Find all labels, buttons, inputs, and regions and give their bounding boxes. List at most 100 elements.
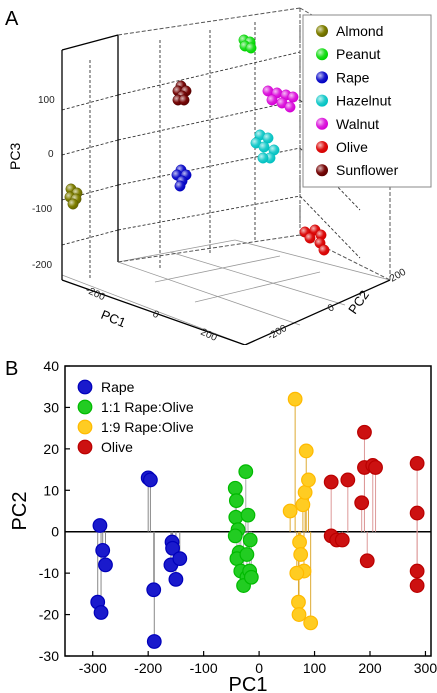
point-rape: [165, 540, 180, 556]
y-ticks: 200 0 -200: [266, 267, 408, 343]
legend-b: Rape 1:1 Rape:Olive 1:9 Rape:Olive Olive: [77, 379, 194, 455]
y-tick: 0: [326, 302, 337, 315]
legend-entry: Rape: [336, 69, 370, 85]
legend-entry: Olive: [336, 139, 368, 155]
point-peanut: [245, 42, 257, 54]
point-walnut: [266, 94, 278, 106]
point-1-9-rape-olive: [296, 563, 312, 579]
z-tick: 100: [38, 95, 55, 106]
legend-entry: 1:1 Rape:Olive: [101, 399, 194, 415]
z-tick: -100: [32, 204, 52, 215]
y-axis-label: PC2: [345, 287, 372, 316]
point-olive: [357, 460, 372, 475]
point-1-9-rape-olive: [293, 547, 309, 562]
legend-a: Almond Peanut Rape Hazelnut Walnut Olive Sunfl…: [302, 14, 432, 188]
y-tick-label: 20: [43, 441, 59, 457]
y-tick-label: 40: [43, 358, 59, 374]
x-tick-label: 100: [303, 660, 327, 676]
point-olive: [409, 563, 425, 579]
point-almond: [67, 198, 79, 210]
legend-entry: Olive: [101, 439, 133, 455]
x-tick-label: 200: [358, 660, 382, 676]
point-1-1-rape-olive: [242, 532, 258, 548]
y-tick-label: -20: [39, 607, 59, 623]
point-rape: [92, 518, 108, 533]
legend-marker: [316, 94, 328, 107]
point-rape: [140, 470, 156, 486]
legend-marker: [316, 71, 328, 84]
point-1-9-rape-olive: [303, 615, 319, 631]
legend-marker: [316, 25, 328, 37]
plot-frame: [64, 365, 432, 657]
y-tick: 200: [388, 267, 408, 285]
point-1-1-rape-olive: [233, 563, 249, 579]
legend-marker: [316, 117, 328, 130]
point-olive: [368, 460, 383, 475]
x-tick-label: 300: [414, 660, 437, 676]
point-olive: [354, 495, 370, 511]
point-1-1-rape-olive: [228, 493, 244, 509]
point-olive: [323, 474, 339, 490]
point-rape: [146, 582, 162, 598]
point-1-1-rape-olive: [228, 509, 244, 525]
z-tick: -200: [32, 260, 52, 271]
point-olive: [357, 424, 372, 440]
y-tick-label: 30: [43, 399, 59, 415]
legend-marker: [316, 141, 328, 153]
point-olive: [409, 455, 425, 471]
point-1-9-rape-olive: [287, 391, 303, 407]
point-olive: [318, 244, 330, 256]
y-tick-label: 10: [43, 482, 59, 498]
point-rape: [163, 557, 179, 573]
x-tick-label: 0: [255, 660, 263, 676]
y-ticks: -30 -20 -10 0 10 20 30 40: [39, 358, 70, 664]
point-rape: [174, 180, 186, 192]
point-1-9-rape-olive: [291, 607, 307, 622]
x-tick-label: -200: [134, 660, 162, 676]
y-tick-label: -10: [39, 565, 59, 581]
y-axis-label: PC2: [9, 492, 31, 531]
point-rape: [168, 571, 184, 587]
point-hazelnut: [257, 152, 269, 164]
point-1-1-rape-olive: [238, 464, 254, 480]
legend-entry: Walnut: [336, 116, 379, 132]
legend-marker: [77, 379, 93, 395]
legend-entry: Hazelnut: [336, 93, 391, 109]
point-1-1-rape-olive: [230, 522, 246, 538]
point-olive: [365, 458, 381, 473]
legend-entry: Rape: [101, 379, 135, 395]
point-1-1-rape-olive: [227, 480, 243, 496]
point-1-9-rape-olive: [301, 472, 316, 488]
point-1-1-rape-olive: [231, 545, 247, 560]
point-olive: [323, 528, 339, 544]
point-rape: [95, 542, 111, 558]
point-1-1-rape-olive: [240, 507, 256, 523]
x-tick-label: -300: [79, 660, 107, 676]
point-1-1-rape-olive: [239, 569, 255, 585]
point-olive: [409, 505, 425, 521]
z-ticks: 100 0 -100 -200: [32, 95, 55, 271]
legend-entry: Sunflower: [336, 162, 399, 178]
point-1-9-rape-olive: [282, 503, 298, 519]
point-1-1-rape-olive: [242, 563, 258, 579]
point-rape: [90, 594, 106, 610]
points-3d: [64, 34, 330, 256]
panel-a-3d-scatter: A: [5, 7, 432, 345]
point-rape: [142, 472, 158, 488]
legend-marker: [316, 164, 328, 177]
point-1-1-rape-olive: [236, 578, 251, 593]
x-axis-label: PC1: [99, 307, 128, 330]
legend-entry: Almond: [336, 23, 383, 39]
stems: [97, 399, 418, 642]
point-sunflower: [178, 94, 190, 106]
point-1-1-rape-olive: [243, 569, 259, 585]
legend-marker: [77, 419, 93, 435]
point-olive: [409, 578, 425, 593]
y-tick-label: -30: [39, 648, 59, 664]
point-rape: [146, 634, 162, 649]
legend-marker: [316, 48, 328, 61]
x-tick: 200: [199, 327, 219, 344]
point-olive: [334, 532, 350, 548]
point-olive: [340, 472, 356, 488]
